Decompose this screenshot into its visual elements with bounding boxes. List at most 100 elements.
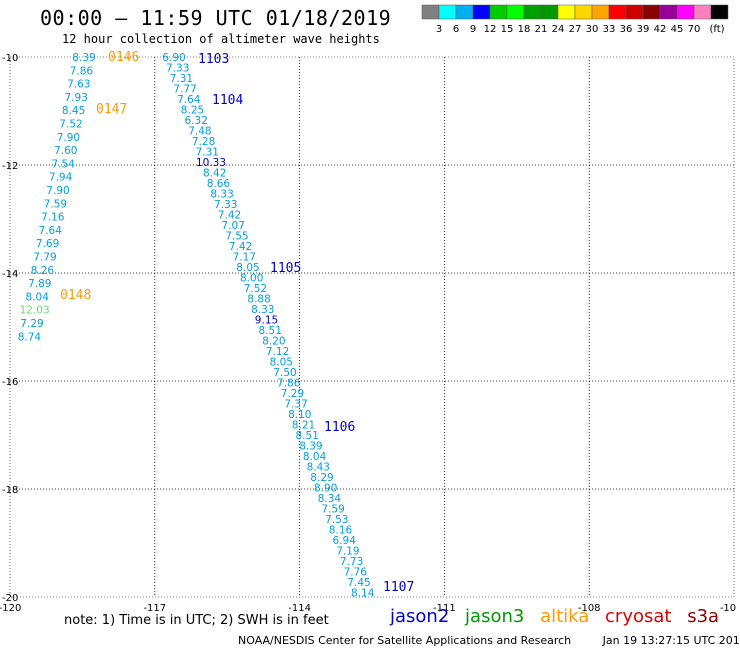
wave-height-label-right: 8.14 <box>351 588 375 600</box>
wave-height-label-left: 7.79 <box>33 252 56 264</box>
wave-height-label-right: 7.53 <box>325 514 348 526</box>
lat-tick-label: -20 <box>2 593 18 604</box>
legend-label: 33 <box>603 24 616 35</box>
wave-height-label-left: 7.16 <box>41 212 65 224</box>
wave-height-label-right: 7.42 <box>218 210 241 222</box>
wave-height-label-right: 8.00 <box>240 273 263 285</box>
footer-org: NOAA/NESDIS Center for Satellite Applica… <box>238 634 572 647</box>
wave-height-label-left: 7.94 <box>49 172 73 184</box>
wave-height-label-right: 8.20 <box>262 336 285 348</box>
wave-height-label-right: 7.77 <box>173 84 196 96</box>
legend-label: 36 <box>620 24 633 35</box>
legend-label: 30 <box>586 24 599 35</box>
wave-height-label-left: 7.90 <box>57 132 80 144</box>
wave-height-label-right: 8.42 <box>203 168 226 180</box>
wave-height-label-right: 6.32 <box>185 115 208 127</box>
wave-height-label-right: 8.39 <box>299 441 322 453</box>
wave-height-label-left: 7.52 <box>59 119 82 131</box>
wave-height-label-right: 6.94 <box>333 535 357 547</box>
page-title: 00:00 – 11:59 UTC 01/18/2019 <box>40 6 392 30</box>
wave-height-label-right: 7.19 <box>336 546 359 558</box>
wave-height-label-right: 7.86 <box>277 378 301 390</box>
wave-height-label-right: 7.33 <box>214 199 237 211</box>
wave-height-label-left: 8.45 <box>62 105 85 117</box>
lat-tick-label: -10 <box>2 53 18 64</box>
wave-height-label-left: 7.29 <box>20 318 43 330</box>
wave-height-label-right: 7.48 <box>188 126 211 138</box>
legend-label: 42 <box>654 24 667 35</box>
wave-height-label-right: 8.33 <box>251 304 274 316</box>
color-legend: 3 6 9 12 15 18 21 24 27 30 33 36 39 42 45 70 (ft) <box>421 4 729 35</box>
wave-height-label-right: 8.21 <box>292 420 315 432</box>
wave-height-label-right: 8.16 <box>329 525 353 537</box>
wave-height-label-right: 8.25 <box>181 105 204 117</box>
wave-height-label-right: 7.33 <box>166 63 189 75</box>
lon-tick-label: -111 <box>433 603 456 612</box>
lat-tick-label: -14 <box>2 269 18 280</box>
satellite-altika: altika <box>540 606 590 627</box>
lon-tick-label: -108 <box>578 603 601 612</box>
units-note: note: 1) Time is in UTC; 2) SWH is in fe… <box>64 613 329 628</box>
wave-height-label-right: 8.88 <box>247 294 270 306</box>
satellite-cryosat: cryosat <box>605 606 672 627</box>
wave-height-label-left: 7.63 <box>67 79 90 91</box>
wave-height-label-right: 8.10 <box>288 409 311 421</box>
legend-label: 21 <box>535 24 548 35</box>
lat-tick-label: -16 <box>2 377 18 388</box>
footer: NOAA/NESDIS Center for Satellite Applica… <box>238 634 740 647</box>
wave-height-label-left: 8.26 <box>31 265 55 277</box>
lat-tick-label: -12 <box>2 161 18 172</box>
legend-label: 24 <box>552 24 565 35</box>
wave-height-label-right: 7.31 <box>196 147 219 159</box>
wave-height-label-right: 8.29 <box>310 472 333 484</box>
pass-id-label: 1106 <box>324 420 355 435</box>
wave-height-label-right: 8.66 <box>207 178 231 190</box>
legend-label: 27 <box>569 24 582 35</box>
wave-height-label-right: 7.31 <box>170 73 193 85</box>
wave-height-label-right: 7.52 <box>244 283 267 295</box>
wave-height-label-right: 7.76 <box>344 567 368 579</box>
legend-label: 9 <box>470 24 476 35</box>
pass-id-label: 0146 <box>108 50 139 65</box>
wave-height-label-right: 8.34 <box>318 493 342 505</box>
wave-height-label-right: 8.33 <box>210 189 233 201</box>
wave-height-label-right: 7.45 <box>347 577 370 589</box>
wave-height-label-right: 7.55 <box>225 231 248 243</box>
wave-height-label-left: 8.74 <box>18 331 42 343</box>
pass-id-label: 1104 <box>212 93 243 108</box>
legend-label: 6 <box>453 24 459 35</box>
wave-height-label-left: 7.93 <box>65 92 88 104</box>
satellite-legend: jason2 jason3 altika cryosat s3a <box>390 606 729 627</box>
wave-height-label-right: 8.43 <box>307 462 330 474</box>
legend-label: 12 <box>484 24 497 35</box>
legend-label: 3 <box>436 24 442 35</box>
lon-tick-label: -120 <box>0 603 21 612</box>
wave-height-label-right: 7.73 <box>340 556 363 568</box>
wave-height-label-right: 8.51 <box>259 325 282 337</box>
satellite-s3a: s3a <box>687 606 720 627</box>
wave-height-label-right: 7.17 <box>233 252 256 264</box>
wave-height-label-right: 7.37 <box>284 399 307 411</box>
wave-height-label-right: 7.12 <box>266 346 289 358</box>
wave-height-label-left: 7.64 <box>39 225 63 237</box>
wave-height-label-right: 7.29 <box>281 388 304 400</box>
wave-height-label-left: 7.86 <box>70 65 94 77</box>
pass-id-label: 1107 <box>383 580 414 595</box>
wave-height-label-right: 8.05 <box>270 357 293 369</box>
lon-tick-label: -117 <box>143 603 166 612</box>
legend-label: (ft) <box>709 24 724 35</box>
pass-id-label: 1103 <box>198 52 229 67</box>
lon-tick-label: -10 <box>720 603 736 612</box>
wave-height-label-right: 9.15 <box>255 315 278 327</box>
wave-height-label-left: 7.60 <box>54 145 77 157</box>
wave-height-label-left: 12.03 <box>20 305 50 317</box>
legend-label: 39 <box>637 24 650 35</box>
wave-height-label-left: 7.89 <box>28 278 51 290</box>
wave-height-label-right: 8.51 <box>296 430 319 442</box>
wave-height-label-left: 8.04 <box>26 291 50 303</box>
wave-height-label-right: 8.04 <box>303 451 327 463</box>
wave-height-label-right: 10.33 <box>196 157 226 169</box>
wave-height-label-right: 7.50 <box>273 367 296 379</box>
pass-id-label: 1105 <box>270 261 301 276</box>
legend-label: 18 <box>518 24 531 35</box>
